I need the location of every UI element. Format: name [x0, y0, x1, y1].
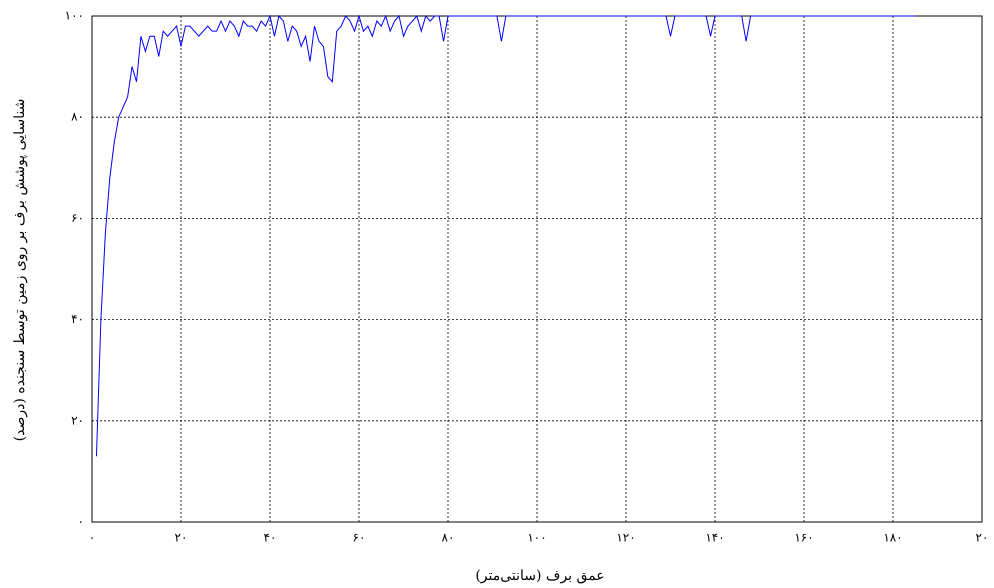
x-tick-label: ۲۰	[976, 531, 989, 545]
y-tick-label: ۱۰۰	[65, 9, 84, 23]
y-tick-label: ۴۰	[71, 312, 84, 326]
y-tick-label: ۶۰	[71, 211, 84, 225]
x-tick-label: ۱۶۰	[794, 531, 813, 545]
x-tick-label: ۰	[89, 531, 95, 545]
data-line	[95, 14, 916, 457]
y-axis-title: شناسایی پوشش برف بر روی زمین توسط سنجنده…	[12, 99, 28, 442]
x-tick-label: ۱۰۰	[527, 531, 546, 545]
x-tick-label: ۸۰	[442, 531, 455, 545]
x-tick-label: ۶۰	[353, 531, 366, 545]
y-tick-label: ۰	[78, 515, 84, 529]
x-tick-label: ۴۰	[264, 531, 277, 545]
x-axis-title: عمق برف (سانتی‌متر)	[475, 568, 604, 584]
x-tick-label: ۲۰	[175, 531, 188, 545]
x-tick-label: ۱۸۰	[883, 531, 902, 545]
x-tick-label: ۱۲۰	[616, 531, 635, 545]
x-tick-label: ۱۴۰	[705, 531, 724, 545]
y-tick-label: ۸۰	[71, 110, 84, 124]
y-tick-label: ۲۰	[71, 413, 84, 427]
